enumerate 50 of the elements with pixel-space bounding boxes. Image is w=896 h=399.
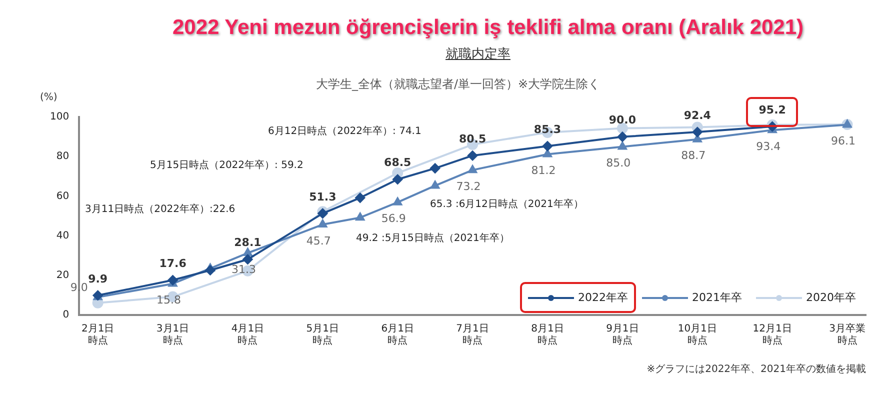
data-label: 9.9 (88, 272, 108, 286)
data-label: 17.6 (159, 257, 187, 270)
data-label: 51.3 (309, 190, 336, 204)
annotation: 49.2 :5月15日時点（2021年卒） (356, 232, 510, 245)
data-label: 56.9 (381, 212, 406, 226)
data-label: 90.0 (608, 114, 636, 127)
data-label: 93.4 (756, 140, 781, 153)
data-label: 31.3 (231, 262, 256, 276)
x-tick-label: 8月1日時点 (531, 324, 564, 347)
annotation: 6月12日時点（2022年卒）: 74.1 (268, 124, 422, 138)
legend-label: 2020年卒 (806, 290, 856, 305)
data-label: 45.7 (306, 234, 331, 248)
data-label: 96.1 (831, 134, 856, 148)
y-tick-label: 100 (50, 112, 70, 123)
data-label: 81.2 (531, 164, 556, 178)
data-label: 80.5 (458, 132, 486, 146)
x-tick-label: 3月1日時点 (156, 324, 190, 347)
x-tick-label: 9月1日時点 (606, 324, 639, 347)
data-label: 15.8 (156, 294, 182, 307)
x-tick-label: 6月1日時点 (381, 324, 414, 347)
data-label: 88.7 (681, 149, 706, 162)
y-tick-label: 60 (56, 190, 70, 202)
y-axis-title: (%) (40, 92, 58, 103)
x-tick-label: 5月1日時点 (306, 324, 340, 347)
y-tick-label: 0 (62, 310, 70, 321)
data-label: 73.2 (456, 180, 481, 193)
chart-title: 2022 Yeni mezun öğrencişlerin iş teklifi alma oranı (Aralık 2021) (171, 16, 805, 40)
text: ※グラフには2022年卒、2021年卒の数値を掲載 (646, 362, 866, 376)
x-tick-label: 12月1日時点 (752, 324, 792, 347)
x-tick-label: 3月卒業時点 (829, 322, 866, 347)
data-label: 85.0 (606, 156, 631, 170)
x-tick-label: 2月1日時点 (81, 324, 114, 347)
y-tick-label: 80 (56, 151, 70, 162)
y-tick-label: 40 (56, 230, 70, 242)
data-label: 85.3 (534, 122, 562, 136)
x-tick-label: 4月1日時点 (231, 324, 264, 347)
text: 大学生_全体（就職志望者/単一回答）※大学院生除く (314, 76, 602, 93)
data-label: 92.4 (684, 108, 712, 122)
data-label: 95.2 (758, 103, 786, 116)
annotation: 5月15日時点（2022年卒）: 59.2 (150, 158, 304, 172)
legend-label: 2022年卒 (578, 290, 628, 305)
annotation: 65.3 :6月12日時点（2021年卒） (430, 198, 584, 211)
x-tick-label: 10月1日時点 (678, 324, 717, 347)
data-label: 28.1 (234, 236, 262, 250)
legend-label: 2021年卒 (692, 290, 742, 305)
data-label: 68.5 (384, 156, 412, 170)
chart-subtitle: 就職内定率 (444, 46, 512, 63)
annotation: 3月11日時点（2022年卒）:22.6 (85, 202, 236, 216)
x-tick-label: 7月1日時点 (456, 324, 489, 347)
y-tick-label: 20 (56, 270, 70, 281)
